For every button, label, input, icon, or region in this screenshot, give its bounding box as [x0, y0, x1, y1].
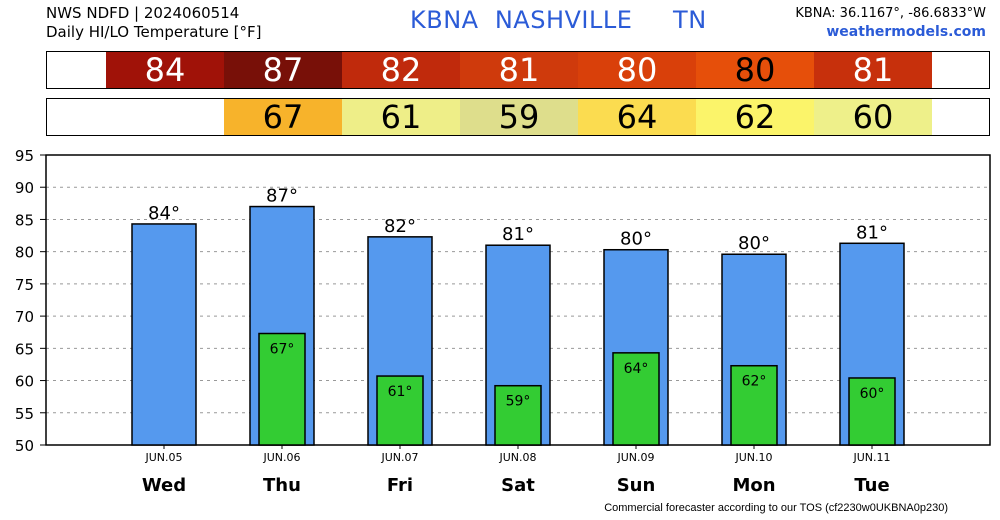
- x-date-label: JUN.05: [144, 451, 182, 464]
- y-tick-label: 80: [15, 244, 34, 262]
- x-day-label: Fri: [387, 475, 413, 496]
- low-temp-label: 61°: [388, 384, 413, 400]
- x-day-label: Mon: [732, 475, 775, 496]
- high-strip-cell: 80: [696, 52, 814, 88]
- y-tick-label: 75: [15, 276, 34, 294]
- low-temp-bar: [258, 332, 306, 446]
- product-label: Daily HI/LO Temperature [°F]: [46, 23, 262, 41]
- high-temp-label: 80°: [620, 229, 652, 250]
- high-temp-label: 84°: [148, 203, 180, 224]
- high-strip-cell: 82: [342, 52, 460, 88]
- header-right: KBNA: 36.1167°, -86.6833°W weathermodels…: [795, 4, 986, 42]
- high-strip-cell: 80: [578, 52, 696, 88]
- x-day-label: Sun: [617, 475, 656, 496]
- high-strip-cell: 81: [814, 52, 932, 88]
- high-temperature-strip: 84 87 82 81 80 80 81: [46, 51, 990, 89]
- station-title: KBNA NASHVILLE TN: [410, 6, 707, 34]
- high-temp-label: 87°: [266, 186, 298, 207]
- x-day-label: Thu: [263, 475, 301, 496]
- footer-note: Commercial forecaster according to our T…: [604, 502, 948, 514]
- y-tick-label: 95: [15, 147, 34, 165]
- x-day-label: Sat: [501, 475, 535, 496]
- station-coords: KBNA: 36.1167°, -86.6833°W: [795, 6, 986, 21]
- high-temp-label: 82°: [384, 216, 416, 237]
- y-tick-label: 85: [15, 211, 34, 229]
- x-date-label: JUN.07: [380, 451, 418, 464]
- high-strip-cell: 81: [460, 52, 578, 88]
- low-temp-label: 59°: [506, 394, 531, 410]
- run-label: NWS NDFD | 2024060514: [46, 4, 240, 22]
- low-strip-cell: 67: [224, 99, 342, 135]
- y-tick-label: 55: [15, 405, 34, 423]
- x-date-label: JUN.09: [616, 451, 654, 464]
- low-strip-cell: 62: [696, 99, 814, 135]
- low-temp-bar: [612, 352, 660, 446]
- low-temp-label: 62°: [742, 374, 767, 390]
- low-strip-cell: 61: [342, 99, 460, 135]
- high-strip-cell: 84: [106, 52, 224, 88]
- low-temp-bar: [730, 364, 778, 446]
- y-tick-label: 70: [15, 308, 34, 326]
- low-temp-label: 67°: [270, 342, 295, 358]
- x-date-label: JUN.11: [852, 451, 890, 464]
- low-temp-bar: [376, 375, 424, 446]
- x-date-label: JUN.06: [262, 451, 300, 464]
- site-link[interactable]: weathermodels.com: [826, 24, 986, 40]
- low-temp-label: 60°: [860, 386, 885, 402]
- low-temperature-strip: 67 61 59 64 62 60: [46, 98, 990, 136]
- y-tick-label: 60: [15, 373, 34, 391]
- low-temp-label: 64°: [624, 361, 649, 377]
- high-strip-cell: 87: [224, 52, 342, 88]
- x-date-label: JUN.08: [498, 451, 536, 464]
- y-tick-label: 90: [15, 179, 34, 197]
- header-left: NWS NDFD | 2024060514 Daily HI/LO Temper…: [46, 4, 262, 42]
- low-strip-cell: 64: [578, 99, 696, 135]
- high-temp-label: 81°: [856, 222, 888, 243]
- x-day-label: Wed: [142, 475, 186, 496]
- high-temp-label: 80°: [738, 233, 770, 254]
- low-strip-cell: 59: [460, 99, 578, 135]
- low-temp-bar: [848, 377, 896, 446]
- high-temp-bar: [131, 223, 197, 446]
- y-tick-label: 65: [15, 340, 34, 358]
- high-temp-label: 81°: [502, 224, 534, 245]
- y-tick-label: 50: [15, 437, 34, 455]
- x-date-label: JUN.10: [734, 451, 772, 464]
- low-strip-cell: 60: [814, 99, 932, 135]
- x-day-label: Tue: [854, 475, 889, 496]
